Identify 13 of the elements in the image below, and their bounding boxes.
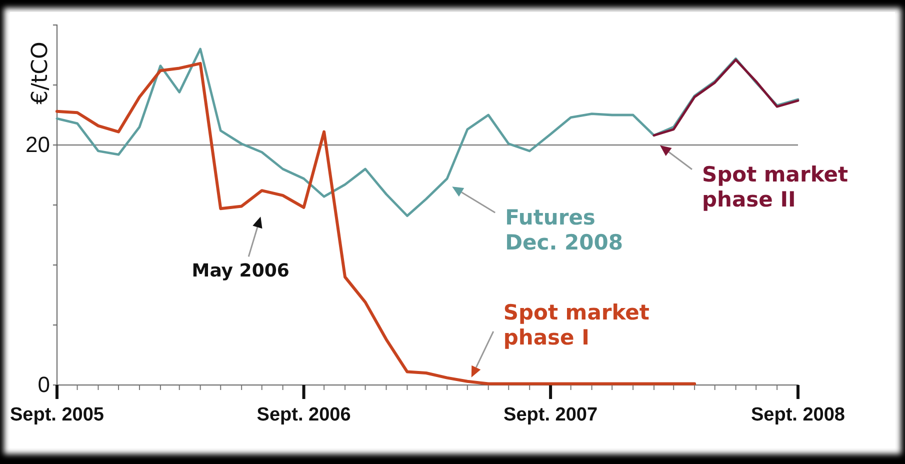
x-tick-label: Sept. 2007	[504, 404, 598, 426]
y-tick-label: 0	[38, 372, 50, 398]
x-tick-label: Sept. 2008	[751, 404, 845, 426]
x-tick-label: Sept. 2005	[10, 404, 104, 426]
series-label: Spot market phase I	[503, 300, 650, 350]
annotation: May 2006	[192, 260, 290, 282]
x-tick-label: Sept. 2006	[256, 404, 351, 426]
text: Futures Dec. 2008	[505, 206, 623, 255]
line-series	[56, 62, 696, 386]
y-tick-label: 20	[26, 132, 50, 158]
text: Spot market phase II	[702, 162, 848, 212]
line-series	[652, 58, 800, 137]
y-axis-title: €/tCO	[28, 42, 53, 104]
